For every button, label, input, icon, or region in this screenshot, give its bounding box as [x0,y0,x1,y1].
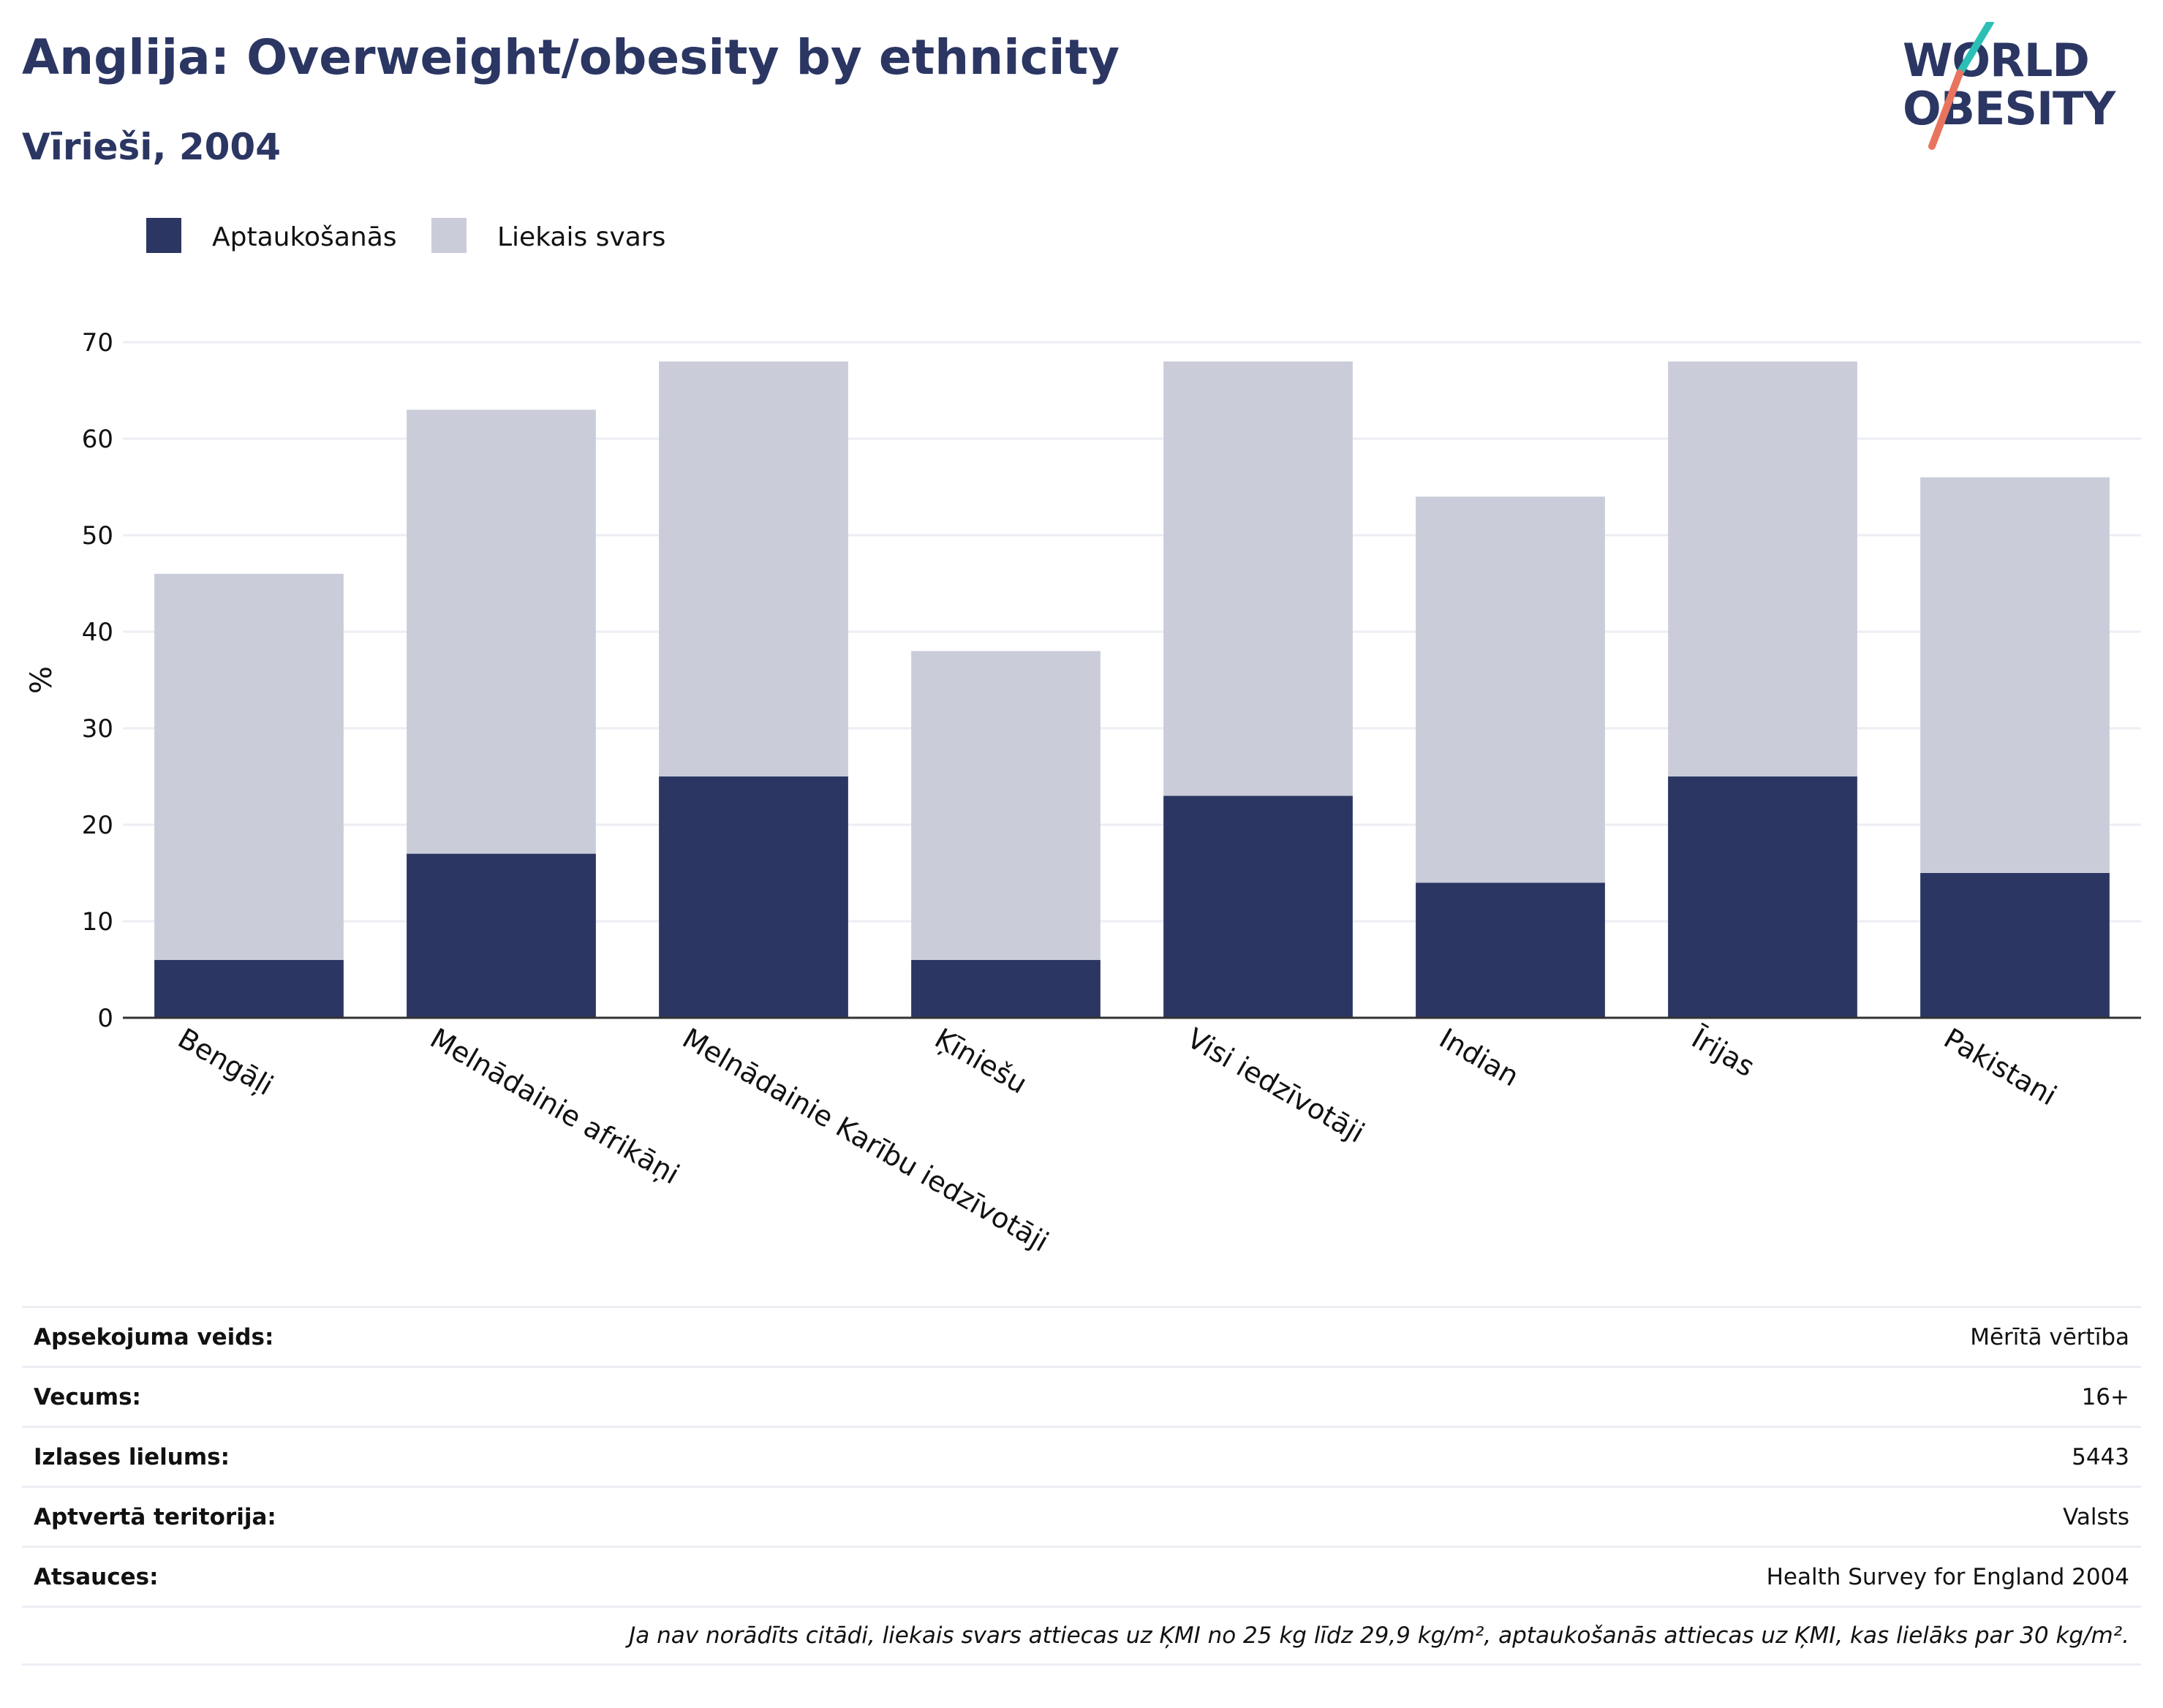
bar-segment [1668,776,1857,1018]
bar-segment [911,959,1101,1018]
y-tick-label: 10 [82,907,113,937]
stacked-bar-chart: Aptaukošanās Liekais svars 0 10 20 30 40 50 60 70… [25,218,2141,1258]
legend-label: Liekais svars [497,222,665,252]
bar-segment [1416,496,1605,883]
meta-label: Apsekojuma veids: [34,1323,274,1350]
bar-segment [1668,361,1857,776]
legend-swatch [146,218,181,253]
x-tick-label: Īrijas [1686,1022,1760,1084]
legend-swatch [431,218,467,253]
meta-row-area-covered: Aptvertā teritorija: Valsts [22,1486,2141,1546]
meta-row-survey-type: Apsekojuma veids: Mērītā vērtība [22,1306,2141,1366]
bar-segment [1920,873,2110,1018]
meta-value: 5443 [2072,1443,2129,1470]
bar-segment [154,959,344,1018]
bar-segment [1163,796,1353,1018]
x-tick-label: Bengāļi [173,1022,279,1102]
y-tick-label: 30 [82,714,113,744]
y-tick-label: 0 [97,1004,113,1033]
y-tick-label: 50 [82,521,113,551]
meta-value: 16+ [2081,1383,2129,1410]
x-tick-label: Indian [1434,1022,1525,1093]
metadata-table: Apsekojuma veids: Mērītā vērtība Vecums:… [22,1306,2141,1666]
chart-subtitle: Vīrieši, 2004 [22,126,282,168]
x-tick-label: Ķīniešu [929,1022,1033,1100]
meta-row-references: Atsauces: Health Survey for England 2004 [22,1546,2141,1606]
meta-label: Vecums: [34,1383,141,1410]
logo-word-world: WORLD [1903,34,2090,87]
bar-segment [1416,883,1605,1018]
bar-segment [911,651,1101,960]
meta-label: Izlases lielums: [34,1443,230,1470]
y-tick-label: 20 [82,811,113,840]
world-obesity-logo: WORLD OBESITY [1901,22,2143,154]
definition-note: Ja nav norādīts citādi, liekais svars at… [22,1606,2141,1666]
legend-label: Aptaukošanās [212,222,397,252]
meta-value: Mērītā vērtība [1970,1323,2129,1350]
x-tick-label: Pakistani [1939,1022,2062,1112]
y-tick-label: 70 [82,328,113,358]
bar-segment [1163,361,1353,796]
x-tick-label: Visi iedzīvotāji [1182,1022,1370,1149]
bar-segment [659,361,848,776]
meta-label: Atsauces: [34,1563,159,1590]
meta-value: Valsts [2063,1503,2129,1530]
bar-segment [407,853,596,1018]
bar-segment [1920,477,2110,873]
meta-value: Health Survey for England 2004 [1766,1563,2129,1590]
y-axis-label: % [25,666,58,694]
chart-title: Anglija: Overweight/obesity by ethnicity [22,29,1120,86]
y-tick-label: 60 [82,425,113,454]
meta-label: Aptvertā teritorija: [34,1503,276,1530]
meta-row-age: Vecums: 16+ [22,1366,2141,1426]
bar-segment [407,409,596,854]
bar-segment [154,573,344,960]
logo-slash-icon [1928,22,1994,150]
bar-segment [659,776,848,1018]
x-tick-label: Melnādainie afrikāņi [425,1022,684,1191]
meta-row-sample-size: Izlases lielums: 5443 [22,1426,2141,1486]
y-tick-label: 40 [82,618,113,647]
